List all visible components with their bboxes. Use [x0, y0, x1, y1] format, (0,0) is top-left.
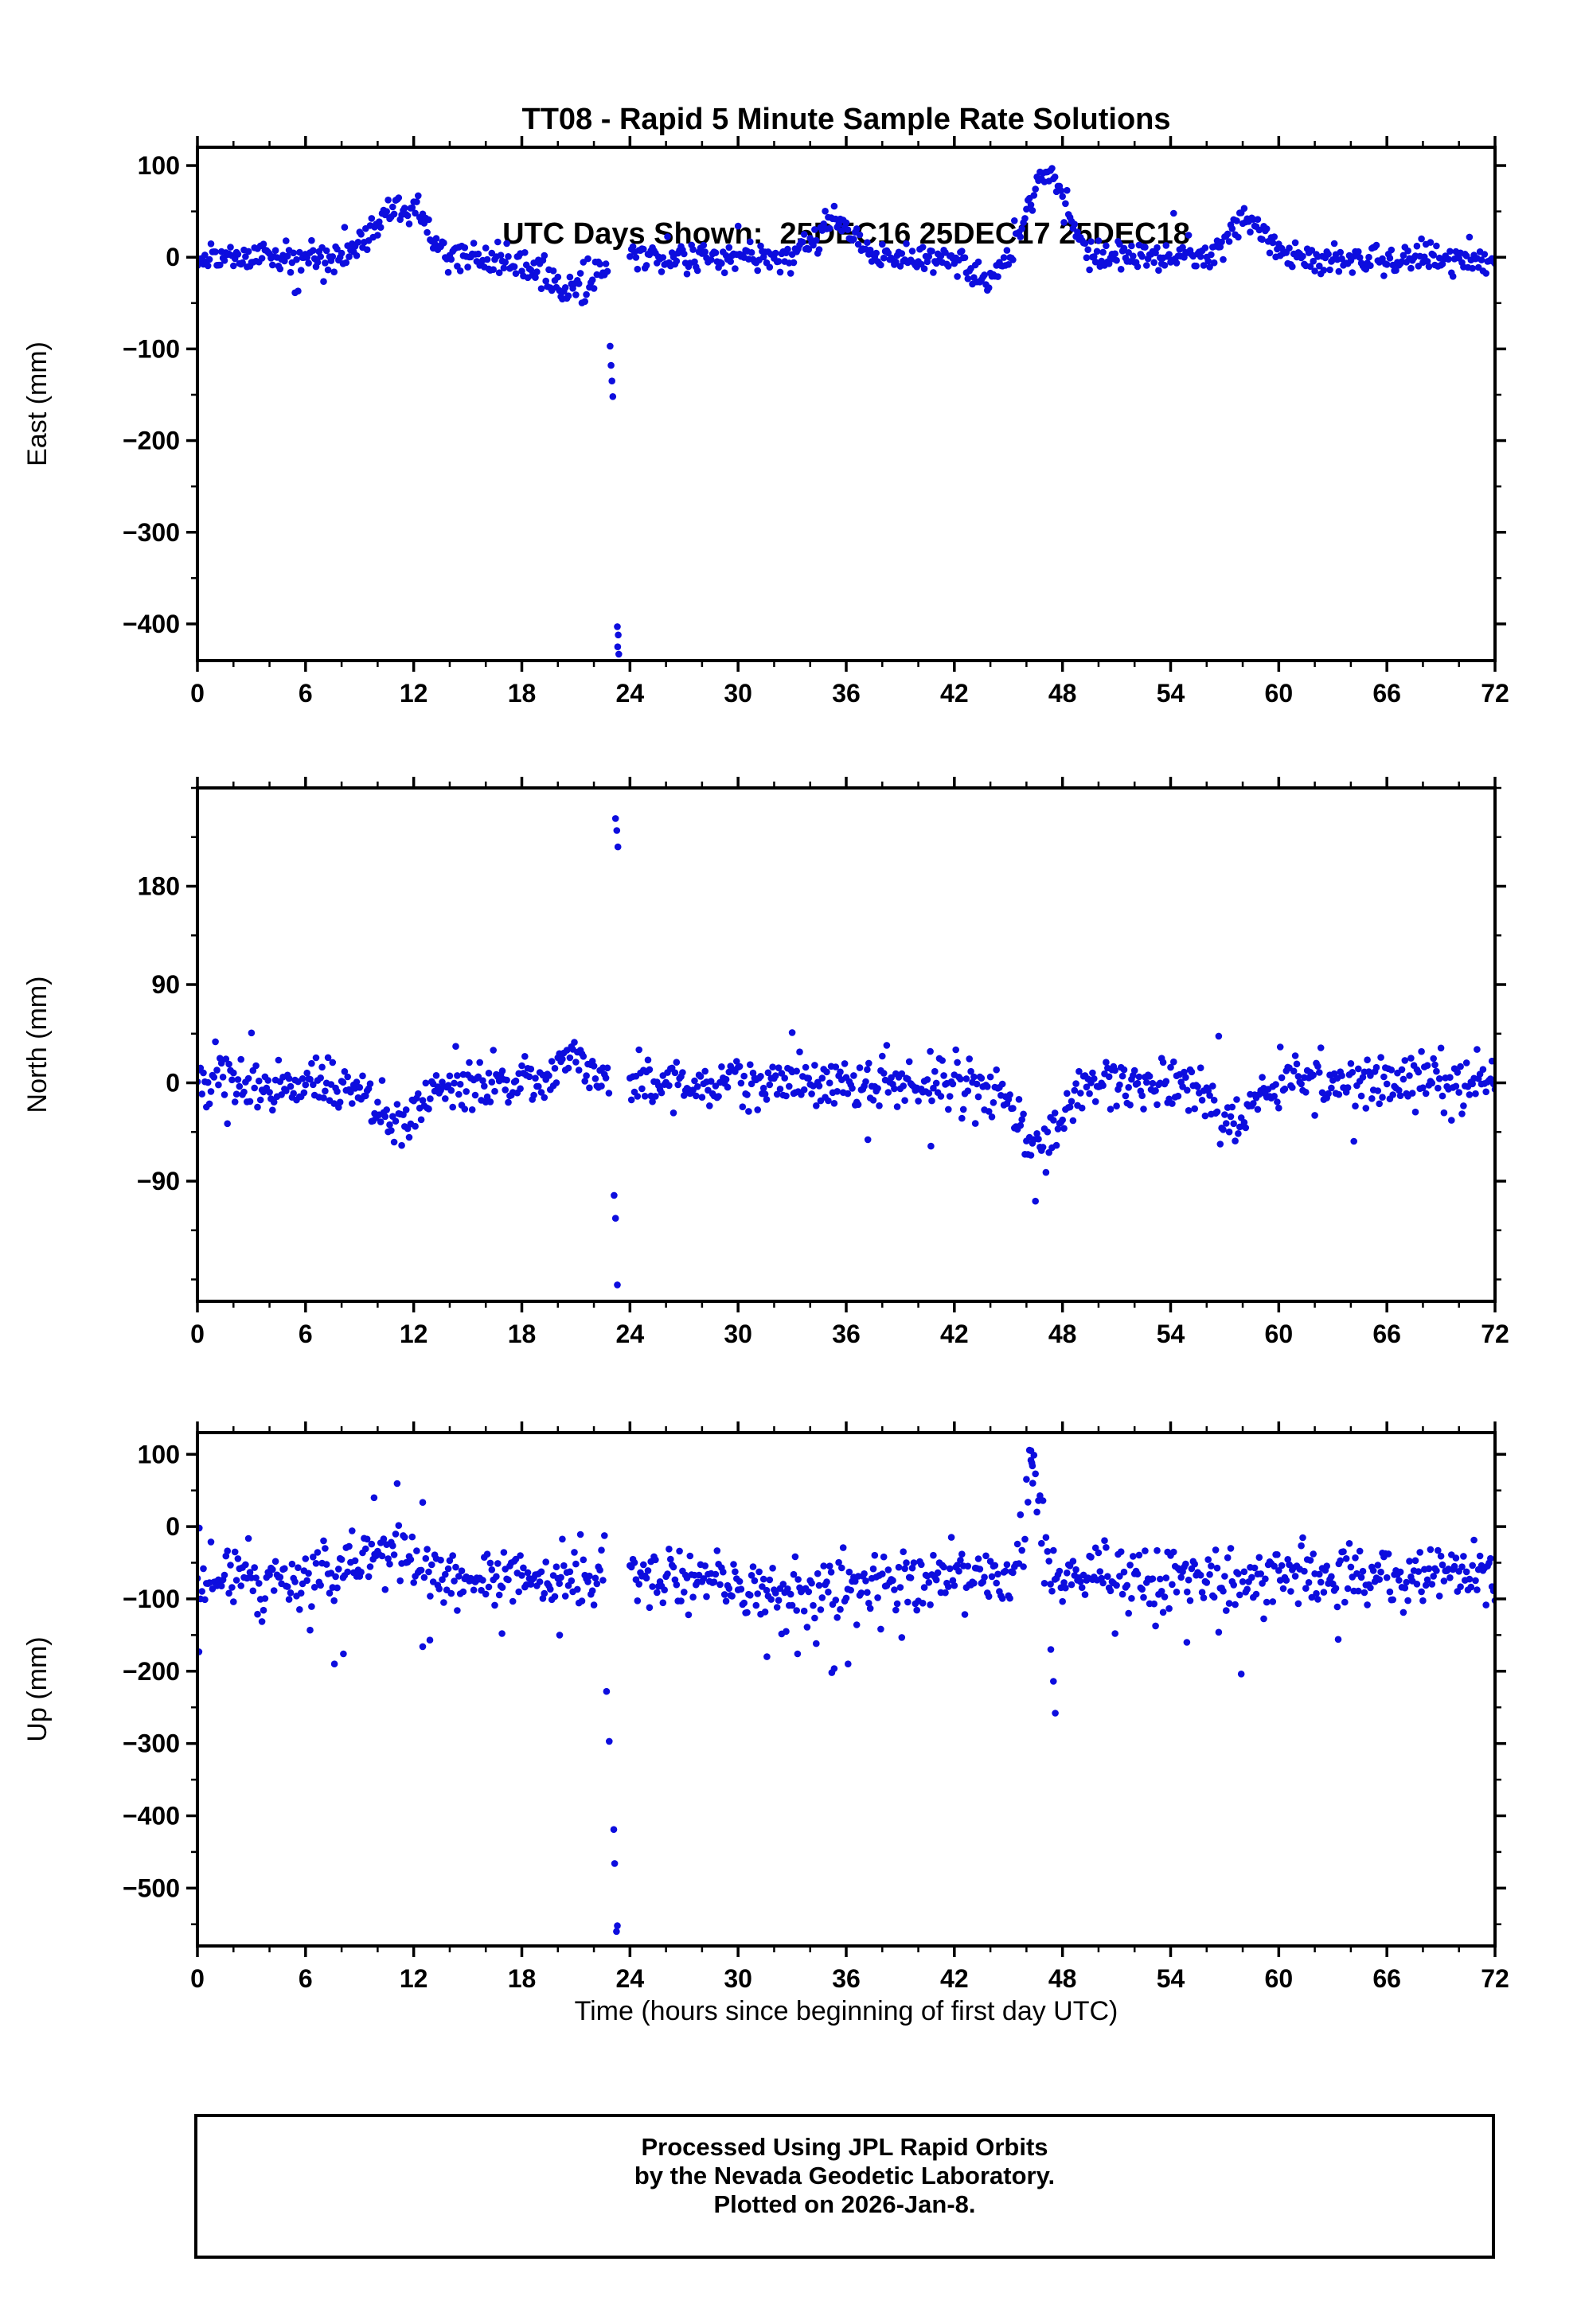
- north-scatter-points: [197, 815, 1495, 1289]
- east-xtick-label: 60: [1265, 679, 1294, 708]
- up-xtick-label: 72: [1481, 1964, 1509, 1993]
- up-ytick-label: −400: [123, 1801, 180, 1830]
- north-xtick-label: 66: [1372, 1320, 1401, 1348]
- north-xtick-label: 0: [190, 1320, 205, 1348]
- up-xtick-label: 6: [299, 1964, 313, 1993]
- east-xtick-label: 6: [299, 679, 313, 708]
- north-ticks: [186, 777, 1506, 1312]
- north-xtick-label: 30: [724, 1320, 752, 1348]
- up-xtick-label: 48: [1048, 1964, 1077, 1993]
- east-xtick-label: 36: [832, 679, 861, 708]
- up-plot-frame: [196, 1431, 1497, 1948]
- east-xtick-label: 48: [1048, 679, 1077, 708]
- chart-title: TT08 - Rapid 5 Minute Sample Rate Soluti…: [197, 24, 1495, 291]
- north-xtick-label: 36: [832, 1320, 861, 1348]
- footer-line1: Processed Using JPL Rapid Orbits: [641, 2133, 1048, 2161]
- up-xtick-label: 30: [724, 1964, 752, 1993]
- up-axis-title: Up (mm): [22, 1636, 53, 1741]
- up-xtick-label: 0: [190, 1964, 205, 1993]
- up-ytick-label: 0: [166, 1512, 180, 1541]
- north-axis-title: North (mm): [22, 977, 53, 1113]
- north-xtick-label: 12: [400, 1320, 428, 1348]
- chart-title-line1: TT08 - Rapid 5 Minute Sample Rate Soluti…: [521, 103, 1171, 136]
- up-ytick-label: −300: [123, 1729, 180, 1758]
- north-ytick-label: −90: [137, 1167, 180, 1195]
- up-ticks: [186, 1421, 1506, 1957]
- footer-box: Processed Using JPL Rapid Orbits by the …: [194, 2114, 1495, 2259]
- north-plot: 0 6 12 18 24 30 36 42 48 54 60 66 72 180 90 0 −90 North (…: [22, 777, 1509, 1348]
- footer-line2: by the Nevada Geodetic Laboratory.: [634, 2162, 1056, 2189]
- east-ytick-label: 100: [138, 151, 180, 180]
- east-xtick-label: 0: [190, 679, 205, 708]
- east-scatter-points: [197, 165, 1495, 658]
- east-xtick-label: 30: [724, 679, 752, 708]
- east-ytick-label: −200: [123, 427, 180, 455]
- up-xtick-label: 12: [400, 1964, 428, 1993]
- north-ytick-label: 90: [151, 970, 180, 999]
- up-xtick-label: 54: [1157, 1964, 1185, 1993]
- up-xtick-label: 18: [508, 1964, 537, 1993]
- up-xtick-label: 60: [1265, 1964, 1294, 1993]
- north-plot-frame: [196, 786, 1497, 1303]
- east-xtick-label: 42: [940, 679, 969, 708]
- up-scatter-points: [197, 1446, 1495, 1936]
- panel-east: 0 6 12 18 24 30 36 42 48 54 60 66 72 100 0 −100 −200 −300…: [0, 119, 1581, 732]
- up-ytick-label: −200: [123, 1657, 180, 1686]
- north-xtick-label: 54: [1157, 1320, 1185, 1348]
- up-ytick-label: 100: [138, 1440, 180, 1468]
- x-axis-title: Time (hours since beginning of first day…: [574, 1996, 1118, 2026]
- north-xtick-label: 24: [616, 1320, 645, 1348]
- east-plot-frame: [196, 146, 1497, 662]
- north-ytick-label: 0: [166, 1069, 180, 1098]
- north-xtick-label: 6: [299, 1320, 313, 1348]
- north-xtick-label: 48: [1048, 1320, 1077, 1348]
- north-xtick-label: 18: [508, 1320, 537, 1348]
- east-ytick-label: 0: [166, 243, 180, 271]
- up-xtick-label: 66: [1372, 1964, 1401, 1993]
- up-xtick-label: 36: [832, 1964, 861, 1993]
- east-axis-title: East (mm): [22, 341, 53, 466]
- east-xtick-label: 24: [616, 679, 645, 708]
- up-xtick-label: 42: [940, 1964, 969, 1993]
- footer-line3: Plotted on 2026-Jan-8.: [713, 2190, 976, 2218]
- east-xtick-label: 18: [508, 679, 537, 708]
- east-xtick-label: 66: [1372, 679, 1401, 708]
- north-xtick-label: 60: [1265, 1320, 1294, 1348]
- east-xtick-label: 54: [1157, 679, 1185, 708]
- panel-up: 0 6 12 18 24 30 36 42 48 54 60 66 72 100 0 −100 −200 −300…: [0, 1405, 1581, 2018]
- up-xtick-label: 24: [616, 1964, 645, 1993]
- north-ytick-label: 180: [138, 872, 180, 901]
- up-ytick-label: −100: [123, 1585, 180, 1613]
- east-ytick-label: −300: [123, 518, 180, 547]
- east-ytick-label: −100: [123, 334, 180, 363]
- north-xtick-label: 42: [940, 1320, 969, 1348]
- east-plot: 0 6 12 18 24 30 36 42 48 54 60 66 72 100 0 −100 −200 −300…: [22, 136, 1509, 708]
- north-xtick-label: 72: [1481, 1320, 1509, 1348]
- up-ytick-label: −500: [123, 1874, 180, 1902]
- panel-north: 0 6 12 18 24 30 36 42 48 54 60 66 72 180 90 0 −90 North (…: [0, 760, 1581, 1373]
- chart-title-line2: UTC Days Shown: 25DEC16 25DEC17 25DEC18: [502, 217, 1190, 251]
- east-xtick-label: 72: [1481, 679, 1509, 708]
- east-xtick-label: 12: [400, 679, 428, 708]
- up-plot: 0 6 12 18 24 30 36 42 48 54 60 66 72 100 0 −100 −200 −300…: [22, 1421, 1509, 1993]
- east-ytick-label: −400: [123, 610, 180, 638]
